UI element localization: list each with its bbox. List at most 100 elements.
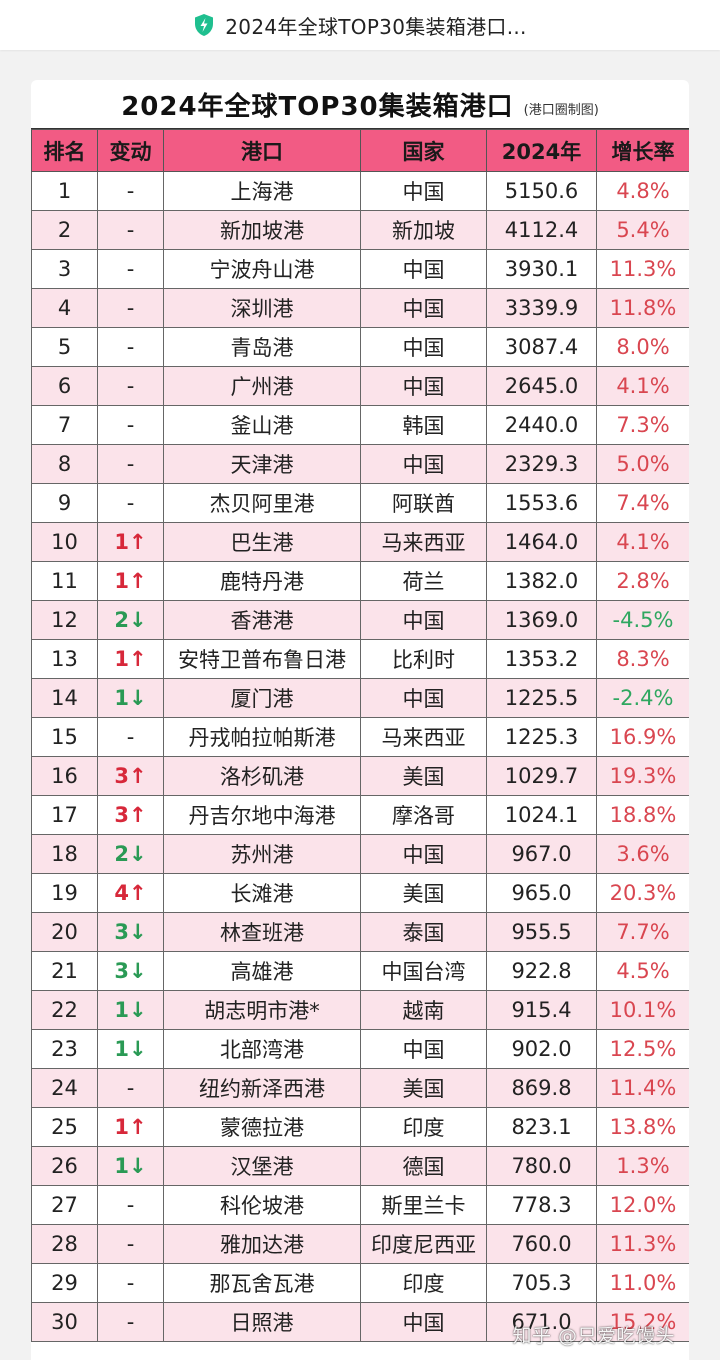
volume-cell: 869.8	[486, 1068, 597, 1108]
table-row: 19 4↑ 长滩港 美国 965.0 20.3%	[31, 873, 689, 913]
volume-cell: 967.0	[486, 834, 597, 874]
shield-lightning-icon	[195, 14, 214, 36]
top-bar-content[interactable]: 2024年全球TOP30集装箱港口...	[193, 11, 526, 40]
column-header-growth: 增长率	[596, 129, 689, 172]
country-cell: 新加坡	[360, 210, 487, 250]
port-cell: 日照港	[163, 1302, 361, 1342]
rank-cell: 27	[31, 1185, 98, 1225]
rank-cell: 24	[31, 1068, 98, 1108]
change-cell: -	[97, 717, 164, 757]
table-row: 4- 深圳港 中国 3339.9 11.8%	[31, 288, 689, 328]
volume-cell: 5150.6	[486, 171, 597, 211]
port-cell: 厦门港	[163, 678, 361, 718]
table-row: 12 2↓ 香港港 中国 1369.0 -4.5%	[31, 600, 689, 640]
growth-cell: 11.8%	[596, 288, 689, 328]
table-row: 23 1↓ 北部湾港 中国 902.0 12.5%	[31, 1029, 689, 1069]
table-row: 3- 宁波舟山港 中国 3930.1 11.3%	[31, 249, 689, 289]
growth-cell: 7.7%	[596, 912, 689, 952]
volume-cell: 965.0	[486, 873, 597, 913]
port-cell: 天津港	[163, 444, 361, 484]
country-cell: 中国	[360, 249, 487, 289]
change-cell: -	[97, 483, 164, 523]
table-row: 20 3↓ 林查班港 泰国 955.5 7.7%	[31, 912, 689, 952]
port-cell: 纽约新泽西港	[163, 1068, 361, 1108]
port-cell: 宁波舟山港	[163, 249, 361, 289]
change-cell: 2↓	[97, 834, 164, 874]
ports-table: 排名 变动 港口 国家 2024年 增长率 1- 上海港 中国 5150.6 4.8% 2…	[31, 129, 689, 1342]
country-cell: 泰国	[360, 912, 487, 952]
rank-cell: 25	[31, 1107, 98, 1147]
table-row: 21 3↓ 高雄港 中国台湾 922.8 4.5%	[31, 951, 689, 991]
volume-cell: 823.1	[486, 1107, 597, 1147]
page-title: 2024年全球TOP30集装箱港口...	[225, 14, 527, 39]
table-row: 2- 新加坡港 新加坡 4112.4 5.4%	[31, 210, 689, 250]
growth-cell: 16.9%	[596, 717, 689, 757]
growth-cell: 2.8%	[596, 561, 689, 601]
volume-cell: 1382.0	[486, 561, 597, 601]
table-row: 1- 上海港 中国 5150.6 4.8%	[31, 171, 689, 211]
volume-cell: 671.0	[486, 1302, 597, 1342]
port-cell: 高雄港	[163, 951, 361, 991]
change-cell: -	[97, 288, 164, 328]
change-cell: 1↑	[97, 639, 164, 679]
port-cell: 那瓦舍瓦港	[163, 1263, 361, 1303]
table-title: 2024年全球TOP30集装箱港口	[121, 91, 514, 122]
growth-cell: 13.8%	[596, 1107, 689, 1147]
rank-cell: 16	[31, 756, 98, 796]
growth-cell: 4.8%	[596, 171, 689, 211]
table-title-bar: 2024年全球TOP30集装箱港口 (港口圈制图)	[31, 80, 689, 129]
country-cell: 比利时	[360, 639, 487, 679]
growth-cell: 11.3%	[596, 1224, 689, 1264]
growth-cell: 19.3%	[596, 756, 689, 796]
change-cell: 1↓	[97, 1146, 164, 1186]
change-cell: -	[97, 1263, 164, 1303]
table-row: 6- 广州港 中国 2645.0 4.1%	[31, 366, 689, 406]
volume-cell: 2645.0	[486, 366, 597, 406]
port-cell: 深圳港	[163, 288, 361, 328]
growth-cell: 20.3%	[596, 873, 689, 913]
rank-cell: 17	[31, 795, 98, 835]
country-cell: 中国	[360, 444, 487, 484]
volume-cell: 922.8	[486, 951, 597, 991]
change-cell: -	[97, 444, 164, 484]
port-cell: 林查班港	[163, 912, 361, 952]
country-cell: 中国	[360, 366, 487, 406]
change-cell: -	[97, 171, 164, 211]
country-cell: 中国	[360, 834, 487, 874]
volume-cell: 1464.0	[486, 522, 597, 562]
rank-cell: 28	[31, 1224, 98, 1264]
rank-cell: 3	[31, 249, 98, 289]
rank-cell: 21	[31, 951, 98, 991]
column-header-country: 国家	[360, 129, 487, 172]
port-cell: 长滩港	[163, 873, 361, 913]
volume-cell: 3087.4	[486, 327, 597, 367]
rank-cell: 14	[31, 678, 98, 718]
table-row: 17 3↑ 丹吉尔地中海港 摩洛哥 1024.1 18.8%	[31, 795, 689, 835]
growth-cell: 15.2%	[596, 1302, 689, 1342]
port-cell: 青岛港	[163, 327, 361, 367]
port-cell: 丹戎帕拉帕斯港	[163, 717, 361, 757]
rank-cell: 1	[31, 171, 98, 211]
rank-cell: 23	[31, 1029, 98, 1069]
volume-cell: 760.0	[486, 1224, 597, 1264]
rank-cell: 15	[31, 717, 98, 757]
growth-cell: 8.3%	[596, 639, 689, 679]
country-cell: 中国	[360, 1029, 487, 1069]
volume-cell: 915.4	[486, 990, 597, 1030]
country-cell: 斯里兰卡	[360, 1185, 487, 1225]
growth-cell: 7.4%	[596, 483, 689, 523]
table-row: 7- 釜山港 韩国 2440.0 7.3%	[31, 405, 689, 445]
country-cell: 中国	[360, 678, 487, 718]
change-cell: -	[97, 1185, 164, 1225]
change-cell: -	[97, 327, 164, 367]
table-row: 27- 科伦坡港 斯里兰卡 778.3 12.0%	[31, 1185, 689, 1225]
port-cell: 新加坡港	[163, 210, 361, 250]
country-cell: 中国	[360, 171, 487, 211]
volume-cell: 1353.2	[486, 639, 597, 679]
change-cell: 3↑	[97, 795, 164, 835]
watermark: 知乎 @只爱吃馒头	[512, 1325, 675, 1347]
growth-cell: 12.0%	[596, 1185, 689, 1225]
column-header-port: 港口	[163, 129, 361, 172]
change-cell: -	[97, 249, 164, 289]
volume-cell: 780.0	[486, 1146, 597, 1186]
